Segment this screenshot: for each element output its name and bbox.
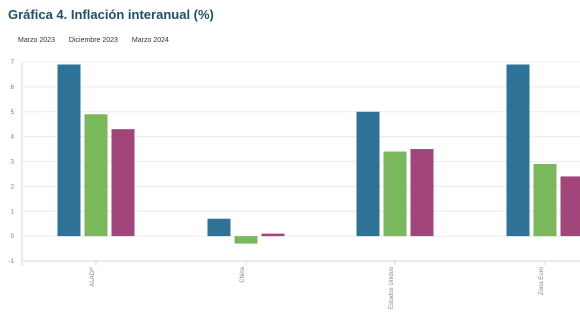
bar-3-0 <box>506 64 530 237</box>
bar-0-2 <box>111 129 135 237</box>
bar-3-1 <box>533 163 557 237</box>
y-tick-label: 1 <box>11 209 15 215</box>
bar-0-1 <box>84 114 108 237</box>
chart-title: Gráfica 4. Inflación interanual (%) <box>8 7 214 22</box>
y-tick-label: -1 <box>9 259 15 265</box>
legend-item-marzo-2023: Marzo 2023 <box>18 37 55 44</box>
y-tick-label: 3 <box>11 160 15 166</box>
category-label: Zona Euro <box>539 266 545 295</box>
bar-1-0 <box>207 218 231 237</box>
legend: Marzo 2023 Diciembre 2023 Marzo 2024 <box>18 37 181 44</box>
y-tick-label: 7 <box>11 60 15 66</box>
y-tick-label: 6 <box>11 85 15 91</box>
bar-1-2 <box>261 233 285 237</box>
category-label: China <box>240 266 246 282</box>
category-label: ALADI* <box>90 266 96 286</box>
category-label: Estados Unidos <box>389 267 395 309</box>
y-tick-label: 2 <box>11 184 15 190</box>
bar-0-0 <box>57 64 81 237</box>
bar-2-2 <box>410 149 434 237</box>
y-tick-label: 5 <box>11 110 15 116</box>
bar-3-2 <box>560 176 580 237</box>
y-tick-label: 4 <box>11 135 15 141</box>
bar-2-0 <box>356 111 380 237</box>
legend-item-diciembre-2023: Diciembre 2023 <box>68 37 118 44</box>
bar-2-1 <box>383 151 407 237</box>
bar-1-1 <box>234 236 258 244</box>
legend-item-marzo-2024: Marzo 2024 <box>131 37 169 44</box>
y-tick-label: 0 <box>11 234 15 240</box>
